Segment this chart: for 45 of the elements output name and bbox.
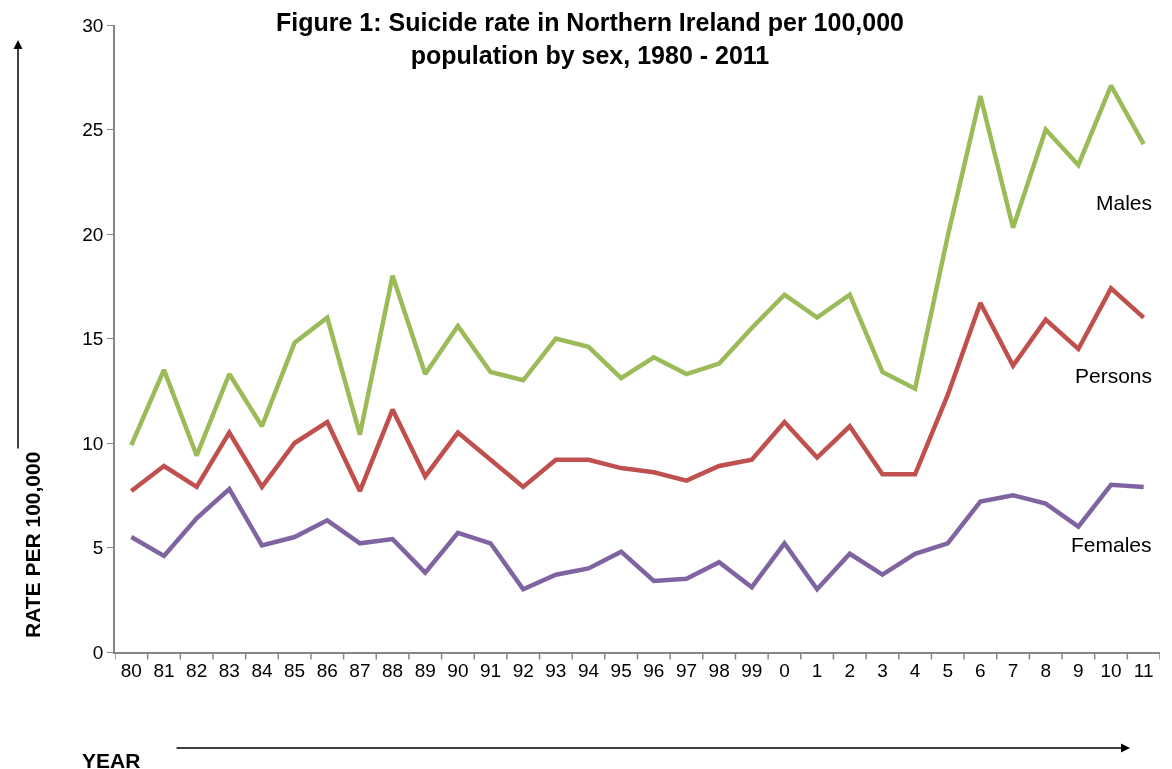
y-tick-label: 20 (82, 223, 104, 245)
y-tick-label: 10 (82, 432, 104, 454)
x-tick-label: 91 (479, 659, 502, 681)
x-tick-label: 98 (708, 659, 730, 681)
x-tick-label: 7 (1007, 659, 1019, 681)
x-tick-label: 99 (741, 659, 763, 681)
y-tick-label: 0 (92, 641, 104, 663)
x-tick-label: 1 (811, 659, 823, 681)
x-tick-label: 2 (844, 659, 856, 681)
x-tick-label: 94 (577, 659, 600, 681)
x-axis-title: YEAR (82, 749, 141, 769)
x-tick-label: 9 (1073, 659, 1084, 681)
x-tick-label: 10 (1100, 659, 1122, 681)
x-tick-label: 81 (153, 659, 175, 681)
chart-title: Figure 1: Suicide rate in Northern Ireland per 100,000 population by sex, 1980 - 2011 (276, 8, 904, 69)
y-tick-label: 25 (82, 119, 104, 141)
x-tick-label: 86 (316, 659, 338, 681)
x-tick-label: 8 (1040, 659, 1051, 681)
x-tick-label: 6 (975, 659, 986, 681)
x-tick-label: 88 (382, 659, 404, 681)
x-tick-label: 92 (512, 659, 534, 681)
x-tick-label: 93 (545, 659, 567, 681)
y-tick-label: 30 (82, 14, 104, 36)
series-label: Females (1071, 533, 1152, 556)
x-tick-label: 96 (643, 659, 665, 681)
x-tick-label: 80 (120, 659, 142, 681)
x-tick-label: 4 (909, 659, 921, 681)
x-tick-label: 90 (447, 659, 469, 681)
x-tick-label: 0 (779, 659, 790, 681)
x-tick-label: 3 (877, 659, 888, 681)
y-tick-label: 15 (82, 328, 104, 350)
x-tick-label: 82 (186, 659, 208, 681)
y-axis-title: RATE PER 100,000 (21, 451, 44, 638)
series-label: Males (1096, 191, 1153, 214)
y-tick-label: 5 (92, 537, 104, 559)
x-tick-label: 85 (284, 659, 306, 681)
x-tick-label: 84 (251, 659, 273, 681)
x-tick-label: 83 (218, 659, 240, 681)
series-label: Persons (1075, 364, 1153, 387)
x-tick-label: 11 (1133, 659, 1154, 681)
x-tick-label: 5 (942, 659, 954, 681)
x-tick-label: 97 (675, 659, 698, 681)
x-tick-label: 89 (414, 659, 436, 681)
x-tick-label: 95 (610, 659, 632, 681)
x-tick-label: 87 (349, 659, 371, 681)
